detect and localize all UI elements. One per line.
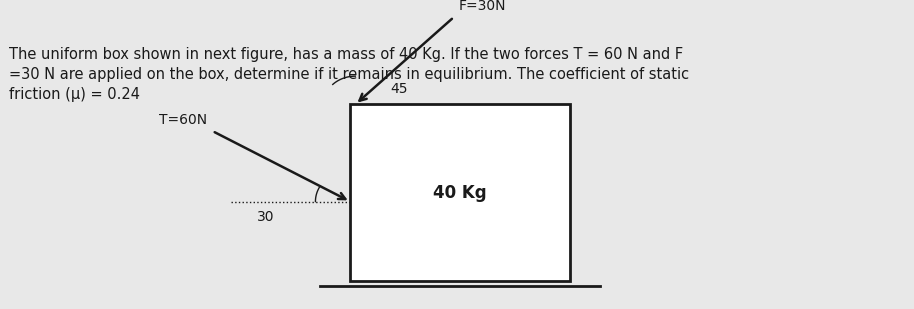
Text: 45: 45 <box>390 82 408 95</box>
Text: T=60N: T=60N <box>159 112 207 126</box>
Bar <box>350 104 569 281</box>
Text: The uniform box shown in next figure, has a mass of 40 Kg. If the two forces T =: The uniform box shown in next figure, ha… <box>9 47 689 102</box>
Text: 30: 30 <box>257 210 274 224</box>
Text: F=30N: F=30N <box>459 0 506 13</box>
Text: 40 Kg: 40 Kg <box>433 184 487 202</box>
